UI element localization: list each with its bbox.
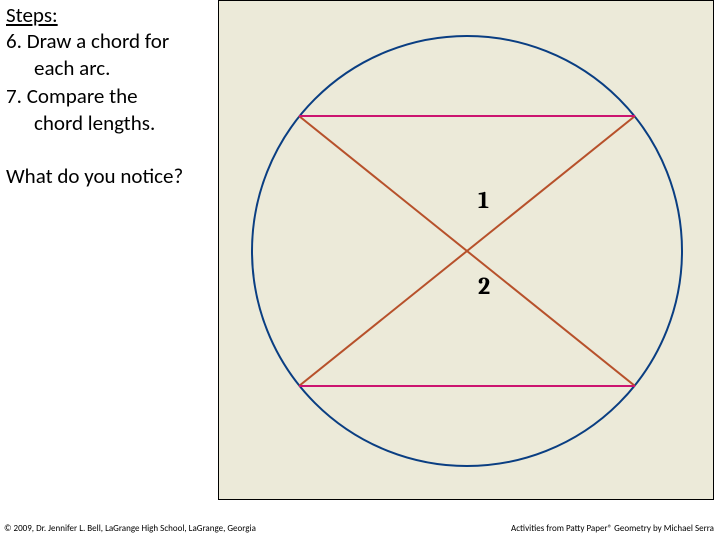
step-6-line-1: 6. Draw a chord for [6, 28, 216, 55]
step-7-line-2: chord lengths. [6, 110, 216, 137]
step-7-line-1: 7. Compare the [6, 83, 216, 110]
steps-heading: Steps: [6, 2, 216, 28]
question-text: What do you notice? [6, 163, 216, 189]
attribution-footer: Activities from Patty Paper® Geometry by… [511, 523, 714, 534]
geometry-diagram [218, 0, 714, 500]
angle-label: 1 [478, 186, 489, 214]
copyright-footer: © 2009, Dr. Jennifer L. Bell, LaGrange H… [4, 523, 256, 534]
angle-label: 2 [478, 272, 490, 300]
circle-chords-svg [219, 1, 715, 501]
step-6-line-2: each arc. [6, 55, 216, 82]
instruction-text: Steps: 6. Draw a chord for each arc. 7. … [6, 2, 216, 189]
